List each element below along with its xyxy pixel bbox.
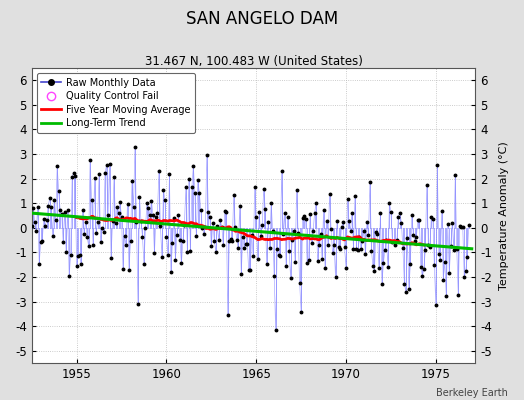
Text: SAN ANGELO DAM: SAN ANGELO DAM: [186, 10, 338, 28]
Legend: Raw Monthly Data, Quality Control Fail, Five Year Moving Average, Long-Term Tren: Raw Monthly Data, Quality Control Fail, …: [37, 73, 195, 133]
Title: 31.467 N, 100.483 W (United States): 31.467 N, 100.483 W (United States): [145, 55, 363, 68]
Text: Berkeley Earth: Berkeley Earth: [436, 388, 508, 398]
Y-axis label: Temperature Anomaly (°C): Temperature Anomaly (°C): [499, 141, 509, 290]
